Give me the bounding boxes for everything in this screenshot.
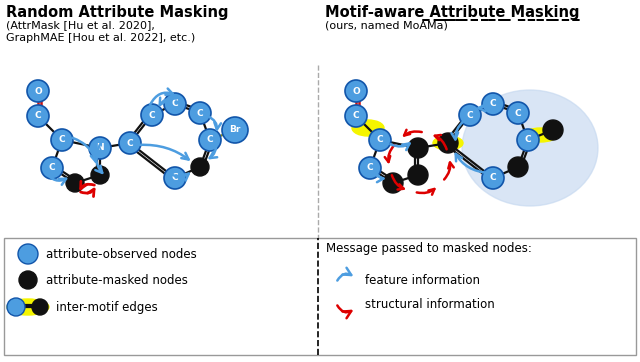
Circle shape bbox=[408, 165, 428, 185]
Circle shape bbox=[32, 299, 48, 315]
Circle shape bbox=[7, 298, 25, 316]
Circle shape bbox=[459, 104, 481, 126]
Circle shape bbox=[508, 157, 528, 177]
Circle shape bbox=[191, 158, 209, 176]
Text: (AttrMask [Hu et al. 2020],
GraphMAE [Hou et al. 2022], etc.): (AttrMask [Hu et al. 2020], GraphMAE [Ho… bbox=[6, 20, 195, 43]
Text: attribute-observed nodes: attribute-observed nodes bbox=[46, 248, 196, 261]
Text: C: C bbox=[59, 135, 65, 144]
Circle shape bbox=[222, 117, 248, 143]
Circle shape bbox=[189, 102, 211, 124]
Text: C: C bbox=[207, 135, 213, 144]
Text: C: C bbox=[367, 164, 373, 173]
Circle shape bbox=[66, 174, 84, 192]
Circle shape bbox=[517, 129, 539, 151]
Text: C: C bbox=[377, 135, 383, 144]
Text: C: C bbox=[467, 110, 474, 119]
Circle shape bbox=[41, 157, 63, 179]
Text: Message passed to masked nodes:: Message passed to masked nodes: bbox=[326, 242, 532, 255]
Text: C: C bbox=[35, 111, 42, 121]
Circle shape bbox=[164, 93, 186, 115]
Circle shape bbox=[345, 80, 367, 102]
Bar bbox=[4, 238, 636, 355]
FancyArrowPatch shape bbox=[337, 306, 351, 318]
Circle shape bbox=[18, 244, 38, 264]
Text: inter-motif edges: inter-motif edges bbox=[56, 300, 157, 313]
Text: C: C bbox=[490, 173, 496, 182]
Text: Random Attribute Masking: Random Attribute Masking bbox=[6, 5, 228, 20]
Text: C: C bbox=[172, 100, 179, 109]
Circle shape bbox=[369, 129, 391, 151]
Text: C: C bbox=[490, 100, 496, 109]
Circle shape bbox=[383, 173, 403, 193]
Circle shape bbox=[507, 102, 529, 124]
Text: C: C bbox=[148, 110, 156, 119]
Circle shape bbox=[91, 166, 109, 184]
Circle shape bbox=[119, 132, 141, 154]
Text: C: C bbox=[172, 173, 179, 182]
Text: C: C bbox=[515, 109, 522, 118]
Ellipse shape bbox=[462, 90, 598, 206]
FancyArrowPatch shape bbox=[337, 268, 351, 281]
Text: C: C bbox=[525, 135, 531, 144]
Text: (ours, named MoAMa): (ours, named MoAMa) bbox=[325, 20, 448, 30]
Circle shape bbox=[19, 271, 37, 289]
Circle shape bbox=[359, 157, 381, 179]
Text: attribute-masked nodes: attribute-masked nodes bbox=[46, 274, 188, 286]
Circle shape bbox=[482, 167, 504, 189]
Ellipse shape bbox=[524, 128, 557, 142]
Text: feature information: feature information bbox=[365, 274, 480, 286]
Text: C: C bbox=[353, 111, 359, 121]
Circle shape bbox=[408, 138, 428, 158]
Ellipse shape bbox=[433, 136, 463, 150]
Circle shape bbox=[89, 137, 111, 159]
Text: Motif-aware ̲A̲t̲t̲r̲i̲b̲u̲t̲e̲ ̲M̲a̲s̲k̲i̲n̲g̲: Motif-aware ̲A̲t̲t̲r̲i̲b̲u̲t̲e̲ ̲M̲a̲s̲k… bbox=[325, 5, 579, 21]
Text: C: C bbox=[196, 109, 204, 118]
Circle shape bbox=[482, 93, 504, 115]
Ellipse shape bbox=[7, 299, 49, 315]
Circle shape bbox=[51, 129, 73, 151]
Circle shape bbox=[27, 80, 49, 102]
Circle shape bbox=[164, 167, 186, 189]
Circle shape bbox=[199, 129, 221, 151]
Ellipse shape bbox=[352, 120, 384, 136]
Circle shape bbox=[345, 105, 367, 127]
Text: N: N bbox=[96, 143, 104, 152]
Text: structural information: structural information bbox=[365, 299, 495, 311]
Circle shape bbox=[141, 104, 163, 126]
Text: O: O bbox=[352, 87, 360, 96]
Circle shape bbox=[543, 120, 563, 140]
Text: C: C bbox=[49, 164, 55, 173]
Circle shape bbox=[27, 105, 49, 127]
Text: Br: Br bbox=[229, 126, 241, 135]
Circle shape bbox=[438, 133, 458, 153]
Text: O: O bbox=[34, 87, 42, 96]
Text: C: C bbox=[127, 139, 133, 147]
